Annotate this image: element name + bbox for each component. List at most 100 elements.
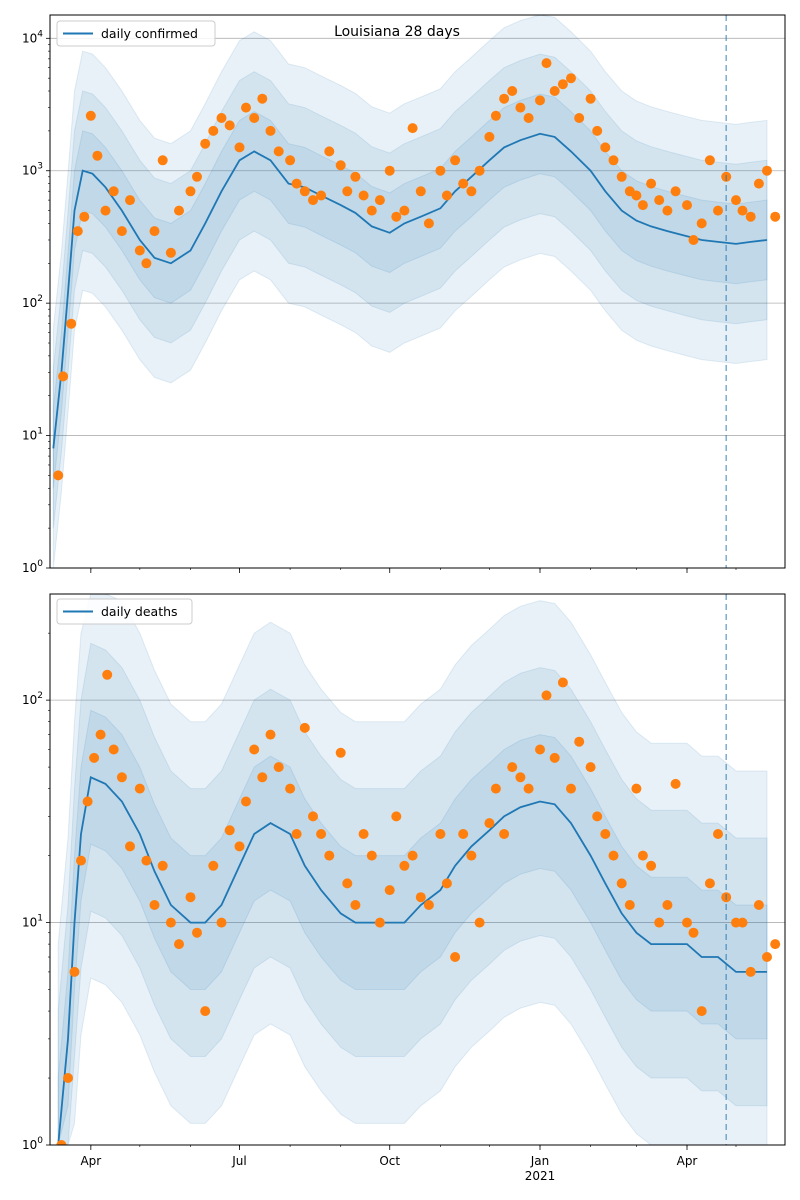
data-point [592,811,603,822]
data-point [600,142,611,153]
data-point [249,113,260,123]
data-point [234,841,245,852]
data-point [484,131,495,142]
x-axis [90,568,737,573]
data-point [523,113,534,123]
data-point [374,195,385,206]
data-point [391,211,402,222]
data-point [592,125,603,136]
data-point [82,796,93,807]
data-point [216,113,227,123]
data-point [399,860,410,871]
data-point [384,165,395,176]
data-point [541,58,552,69]
data-point [616,171,627,182]
data-point [745,211,756,222]
y-tick-label: 100 [22,559,43,575]
data-point [134,245,145,256]
data-point [95,729,106,740]
data-point [335,160,346,171]
data-point [358,190,369,201]
data-point [557,677,568,688]
uncertainty-band [52,93,768,489]
plot-frame [49,14,786,569]
data-point [507,762,518,773]
data-point [624,900,635,910]
data-point [224,120,235,131]
data-point [566,73,576,84]
data-point [185,186,196,197]
data-point [670,778,681,789]
data-point [192,171,202,182]
data-point [316,190,327,201]
data-point [299,722,310,733]
data-point [608,850,619,861]
data-point [490,783,501,794]
data-point [273,762,284,773]
data-point [165,917,176,928]
data-point [631,190,642,201]
data-point [291,178,302,189]
data-point [116,772,127,783]
data-point [435,829,446,839]
data-point [141,258,152,269]
data-point [291,829,302,839]
data-point [662,900,673,910]
data-point [241,796,251,807]
data-point [149,226,160,237]
data-point [616,878,627,889]
data-point [299,186,310,197]
data-point [574,736,585,747]
data-point [249,744,260,755]
data-point [535,95,545,106]
data-point [399,205,410,216]
legend-label: daily confirmed [101,26,198,41]
y-tick-label: 102 [22,691,43,707]
data-point [490,110,501,121]
data-point [435,165,446,176]
x-tick-label: Jan [530,1154,550,1168]
data-point [507,86,518,96]
data-point [350,900,361,910]
data-point [224,825,235,836]
legend: daily confirmed [56,20,216,47]
data-point [670,186,681,197]
data-point [737,205,748,216]
x-tick-label: Jul [231,1154,246,1168]
data-point [646,860,657,871]
data-point [450,155,461,166]
series-line [57,776,767,1145]
y-axis: 100 101 102 [22,632,50,1152]
data-point [265,729,276,740]
data-point [72,226,83,237]
legend-box [56,598,193,625]
data-point [731,195,741,206]
data-point [696,218,707,229]
uncertainty-bands [57,594,768,1145]
data-point [499,829,510,839]
data-point [134,783,145,794]
data-point [63,1073,73,1083]
data-point [69,966,80,977]
data-point [79,211,90,222]
data-point [216,917,227,928]
uncertainty-band [57,594,768,1145]
data-point [125,841,135,852]
data-point [285,155,296,166]
data-point [585,93,596,104]
data-point [407,850,418,861]
data-point [157,860,168,871]
data-point [108,186,119,197]
data-point [474,917,485,928]
uncertainty-band [57,709,768,1145]
data-point [523,783,534,794]
data-point [654,917,665,928]
chart-title: Louisiana 28 days [334,24,460,40]
y-tick-label: 101 [22,914,43,930]
data-point [458,829,469,839]
data-point [753,178,764,189]
data-point [92,150,103,161]
data-point [273,146,284,157]
data-point [515,772,526,783]
data-point [257,93,268,104]
